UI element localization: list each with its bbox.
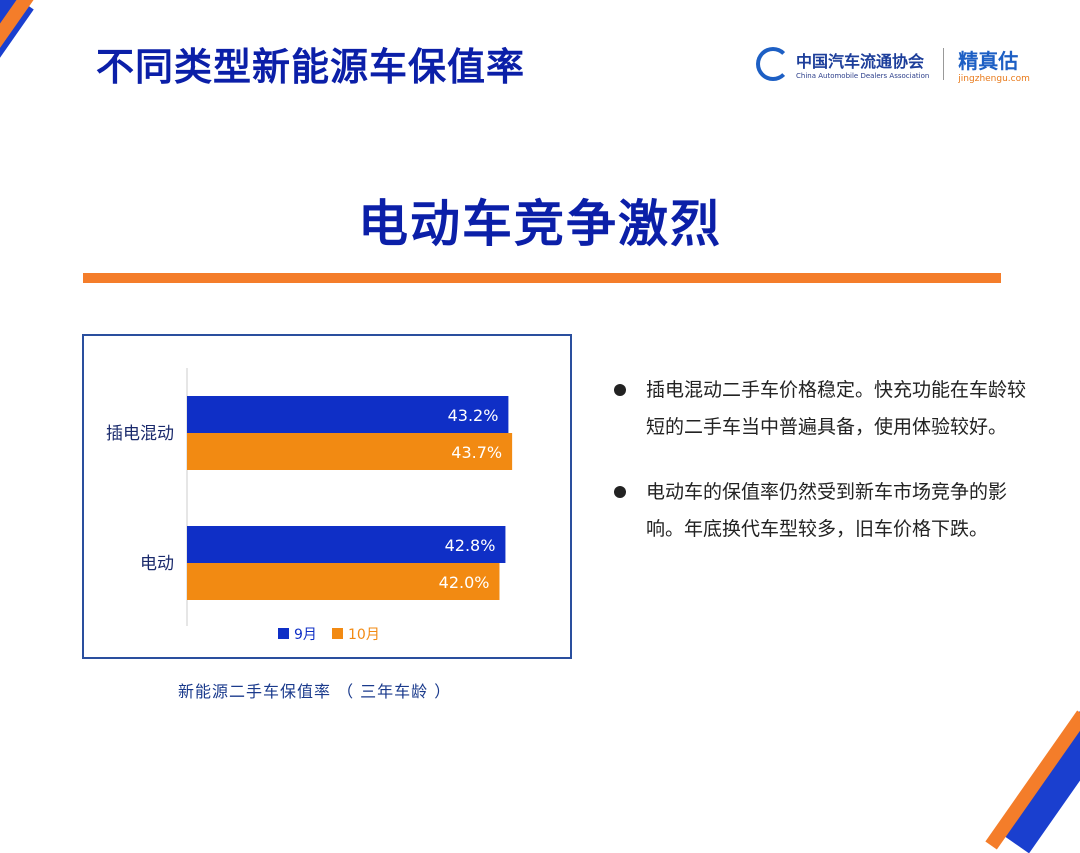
data-label: 43.2%: [448, 406, 499, 425]
legend-label: 10月: [348, 627, 380, 643]
chart-caption: 新能源二手车保值率 （ 三年车龄 ）: [178, 682, 452, 701]
bullet-icon: [614, 384, 626, 396]
bullet-item: 插电混动二手车价格稳定。快充功能在车龄较短的二手车当中普遍具备，使用体验较好。: [612, 372, 1042, 446]
caada-name-en: China Automobile Dealers Association: [796, 72, 930, 80]
caada-name: 中国汽车流通协会: [796, 52, 925, 71]
legend-label: 9月: [294, 627, 317, 643]
bar: [187, 433, 513, 470]
divider: [943, 48, 945, 80]
jzg-name: 精真估: [958, 48, 1019, 73]
page-title: 不同类型新能源车保值率: [96, 45, 526, 89]
orange-rule: [83, 273, 1001, 283]
category-label: 插电混动: [106, 424, 174, 444]
jzg-url: jingzhengu.com: [958, 73, 1030, 84]
legend-swatch: [332, 628, 343, 639]
category-label: 电动: [140, 554, 174, 574]
data-label: 43.7%: [451, 443, 502, 462]
bullet-item: 电动车的保值率仍然受到新车市场竞争的影响。年底换代车型较多，旧车价格下跌。: [612, 474, 1042, 548]
bullet-text: 插电混动二手车价格稳定。快充功能在车龄较短的二手车当中普遍具备，使用体验较好。: [646, 379, 1027, 438]
bar-chart: 插电混动 43.2% 43.7% 电动 42.8% 42.0% 9月 10月: [106, 368, 513, 643]
bullet-icon: [614, 486, 626, 498]
logo: 中国汽车流通协会 China Automobile Dealers Associa…: [756, 44, 1030, 84]
bar: [187, 563, 500, 600]
bullet-text: 电动车的保值率仍然受到新车市场竞争的影响。年底换代车型较多，旧车价格下跌。: [646, 481, 1008, 540]
bar: [187, 526, 506, 563]
data-label: 42.8%: [445, 536, 496, 555]
chart: 插电混动 43.2% 43.7% 电动 42.8% 42.0% 9月 10月: [82, 334, 572, 659]
caada-logo-icon: [756, 47, 790, 81]
headline: 电动车竞争激烈: [358, 195, 722, 253]
bar: [187, 396, 509, 433]
bullet-list: 插电混动二手车价格稳定。快充功能在车龄较短的二手车当中普遍具备，使用体验较好。 …: [612, 372, 1042, 576]
data-label: 42.0%: [439, 573, 490, 592]
legend-swatch: [278, 628, 289, 639]
